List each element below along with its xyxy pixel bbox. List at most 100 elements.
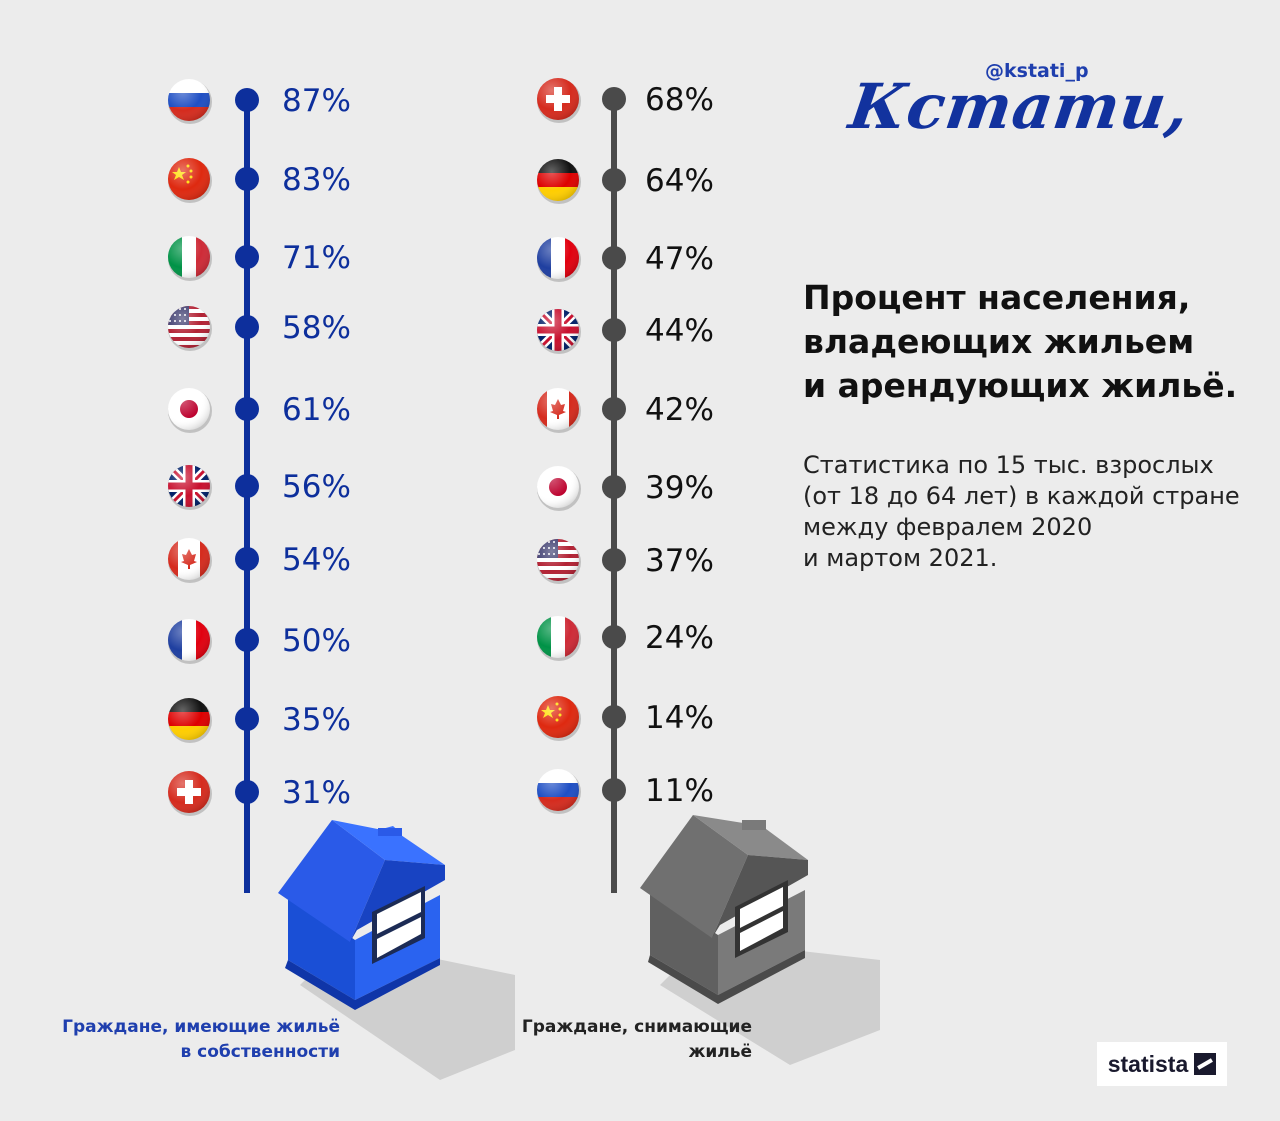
- caption-line: в собственности: [180, 1042, 340, 1062]
- own-series: 87% 83% 71% 58% 61% 56% 54% 50% 35% 31%: [168, 79, 351, 816]
- own-value-label: 58%: [282, 310, 351, 346]
- rent-marker-dot: [602, 87, 626, 111]
- own-marker-dot: [235, 397, 259, 421]
- canada-flag-icon: [537, 388, 581, 433]
- caption-line: Граждане, снимающие: [521, 1017, 752, 1037]
- italy-flag-icon: [537, 616, 581, 661]
- own-row-canada: 54%: [168, 538, 351, 583]
- china-flag-icon: [537, 696, 581, 741]
- rent-value-label: 44%: [645, 313, 714, 349]
- rent-marker-dot: [602, 246, 626, 270]
- rent-value-label: 47%: [645, 241, 714, 277]
- title-line: владеющих жильем: [803, 322, 1195, 361]
- own-value-label: 35%: [282, 702, 351, 738]
- rent-marker-dot: [602, 397, 626, 421]
- switzerland-flag-icon: [537, 78, 581, 123]
- own-marker-dot: [235, 628, 259, 652]
- own-row-germany: 35%: [168, 698, 351, 743]
- subtitle: Статистика по 15 тыс. взрослых (от 18 до…: [803, 450, 1253, 574]
- own-value-label: 31%: [282, 775, 351, 811]
- rent-marker-dot: [602, 778, 626, 802]
- own-row-russia: 87%: [168, 79, 351, 124]
- usa-flag-icon: [537, 539, 581, 584]
- own-marker-dot: [235, 547, 259, 571]
- rent-row-canada: 42%: [537, 388, 714, 433]
- own-row-china: 83%: [168, 158, 351, 203]
- rent-row-uk: 44%: [537, 309, 714, 354]
- rent-marker-dot: [602, 548, 626, 572]
- rent-row-italy: 24%: [537, 616, 714, 661]
- own-row-france: 50%: [168, 619, 351, 664]
- usa-flag-icon: [168, 306, 212, 351]
- own-value-label: 56%: [282, 469, 351, 505]
- own-row-japan: 61%: [168, 388, 351, 433]
- own-marker-dot: [235, 707, 259, 731]
- own-value-label: 61%: [282, 392, 351, 428]
- rent-row-china: 14%: [537, 696, 714, 741]
- rent-marker-dot: [602, 168, 626, 192]
- japan-flag-icon: [537, 466, 581, 511]
- own-marker-dot: [235, 780, 259, 804]
- caption-line: Граждане, имеющие жильё: [62, 1017, 340, 1037]
- rent-marker-dot: [602, 625, 626, 649]
- subtitle-line: между февралем 2020: [803, 513, 1093, 541]
- own-house-icon: [278, 820, 515, 1080]
- rent-marker-dot: [602, 475, 626, 499]
- rent-row-usa: 37%: [537, 539, 714, 584]
- rent-value-label: 14%: [645, 700, 714, 736]
- russia-flag-icon: [537, 769, 581, 814]
- rent-row-russia: 11%: [537, 769, 714, 814]
- germany-flag-icon: [168, 698, 212, 743]
- japan-flag-icon: [168, 388, 212, 433]
- rent-value-label: 68%: [645, 82, 714, 118]
- statista-wordmark: statista: [1107, 1050, 1189, 1077]
- own-value-label: 83%: [282, 162, 351, 198]
- own-row-uk: 56%: [168, 465, 351, 510]
- own-value-label: 54%: [282, 542, 351, 578]
- italy-flag-icon: [168, 236, 212, 281]
- canada-flag-icon: [168, 538, 212, 583]
- rent-value-label: 39%: [645, 470, 714, 506]
- switzerland-flag-icon: [168, 771, 212, 816]
- channel-handle[interactable]: @kstati_p: [985, 60, 1089, 82]
- uk-flag-icon: [168, 465, 212, 510]
- subtitle-line: и мартом 2021.: [803, 544, 998, 572]
- own-value-label: 50%: [282, 623, 351, 659]
- france-flag-icon: [537, 237, 581, 282]
- rent-row-switzerland: 68%: [537, 78, 714, 123]
- rent-marker-dot: [602, 705, 626, 729]
- statista-logo: statista: [1097, 1042, 1227, 1086]
- own-caption: Граждане, имеющие жильё в собственности: [40, 1015, 340, 1065]
- own-marker-dot: [235, 245, 259, 269]
- rent-value-label: 11%: [645, 773, 714, 809]
- rent-caption: Граждане, снимающие жильё: [480, 1015, 752, 1065]
- rent-value-label: 42%: [645, 392, 714, 428]
- rent-row-france: 47%: [537, 237, 714, 282]
- caption-line: жильё: [688, 1042, 752, 1062]
- own-value-label: 71%: [282, 240, 351, 276]
- page-title: Процент населения, владеющих жильем и ар…: [803, 276, 1243, 408]
- channel-logo: Кстати,: [844, 70, 1195, 143]
- subtitle-line: Статистика по 15 тыс. взрослых: [803, 451, 1214, 479]
- title-line: Процент населения,: [803, 278, 1191, 317]
- own-marker-dot: [235, 167, 259, 191]
- own-marker-dot: [235, 88, 259, 112]
- uk-flag-icon: [537, 309, 581, 354]
- germany-flag-icon: [537, 159, 581, 204]
- rent-value-label: 24%: [645, 620, 714, 656]
- own-marker-dot: [235, 474, 259, 498]
- rent-marker-dot: [602, 318, 626, 342]
- rent-house-icon: [640, 815, 880, 1065]
- own-row-usa: 58%: [168, 306, 351, 351]
- russia-flag-icon: [168, 79, 212, 124]
- rent-value-label: 64%: [645, 163, 714, 199]
- france-flag-icon: [168, 619, 212, 664]
- title-line: и арендующих жильё.: [803, 366, 1238, 405]
- own-marker-dot: [235, 315, 259, 339]
- china-flag-icon: [168, 158, 212, 203]
- rent-value-label: 37%: [645, 543, 714, 579]
- rent-series: 68% 64% 47% 44% 42% 39% 37% 24% 14% 11%: [537, 78, 714, 814]
- rent-row-germany: 64%: [537, 159, 714, 204]
- own-value-label: 87%: [282, 83, 351, 119]
